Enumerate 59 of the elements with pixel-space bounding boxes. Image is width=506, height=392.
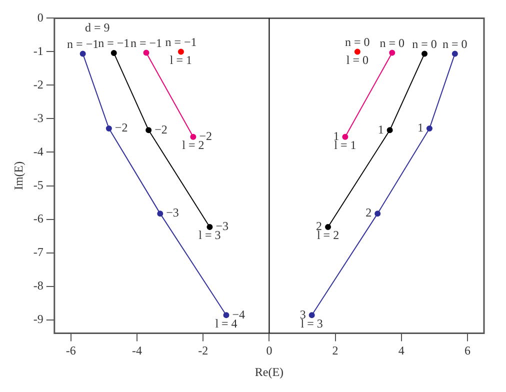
point — [308, 312, 315, 318]
y-tick-label: -9 — [33, 312, 44, 326]
point — [426, 125, 432, 132]
annotation: n = −1 — [130, 36, 162, 50]
annotation: n = 0 — [442, 36, 468, 51]
point — [178, 48, 184, 55]
annotation: 1 — [378, 122, 384, 136]
x-tick-label: 2 — [332, 344, 338, 358]
point — [190, 134, 196, 140]
point — [374, 210, 381, 217]
point — [106, 125, 112, 132]
point — [389, 50, 396, 56]
annotation: l = 2 — [182, 138, 204, 152]
x-tick-label: -2 — [198, 344, 208, 358]
annotation: n = −1 — [67, 36, 99, 51]
x-axis-title: Re(E) — [254, 364, 284, 379]
point — [342, 134, 348, 140]
annotation: l = 3 — [198, 228, 221, 242]
point — [80, 50, 86, 57]
y-tick-label: -7 — [33, 244, 44, 259]
x-tick-label: 0 — [266, 344, 272, 358]
point — [110, 50, 117, 56]
y-tick-label: -1 — [33, 44, 44, 58]
annotation: l = 4 — [215, 316, 238, 330]
y-tick-label: 0 — [37, 10, 44, 24]
y-tick-label: -4 — [33, 144, 44, 158]
x-tick-label: 4 — [398, 344, 404, 358]
annotation: 1 — [417, 120, 424, 135]
point — [354, 48, 360, 55]
point — [143, 50, 150, 56]
x-tick-label: -6 — [66, 344, 76, 358]
annotation: d = 9 — [84, 20, 110, 34]
point — [422, 50, 428, 57]
point — [386, 127, 393, 134]
point — [452, 50, 458, 57]
annotation: n = 0 — [380, 36, 405, 50]
point — [157, 210, 164, 217]
annotation: n = −1 — [98, 36, 130, 50]
annotation: −2 — [154, 122, 168, 136]
point — [146, 127, 152, 134]
x-tick-label: 6 — [464, 344, 470, 358]
annotation: l = 0 — [346, 52, 368, 67]
annotation: l = 1 — [170, 52, 192, 67]
annotation: −2 — [114, 120, 128, 135]
y-axis-title: Im(E) — [11, 161, 26, 190]
annotation: n = 0 — [412, 36, 437, 51]
annotation: −3 — [166, 206, 179, 220]
y-tick-label: -3 — [33, 110, 44, 125]
y-tick-label: -8 — [33, 278, 44, 292]
point — [223, 312, 230, 318]
y-tick-label: -2 — [33, 77, 44, 92]
x-tick-label: -4 — [132, 344, 142, 358]
annotation: n = −1 — [165, 34, 197, 49]
y-tick-label: -6 — [33, 211, 44, 226]
point — [325, 224, 332, 230]
annotation: 2 — [366, 206, 372, 220]
y-tick-label: -5 — [33, 178, 44, 192]
point — [206, 224, 213, 230]
annotation: n = 0 — [345, 34, 370, 49]
